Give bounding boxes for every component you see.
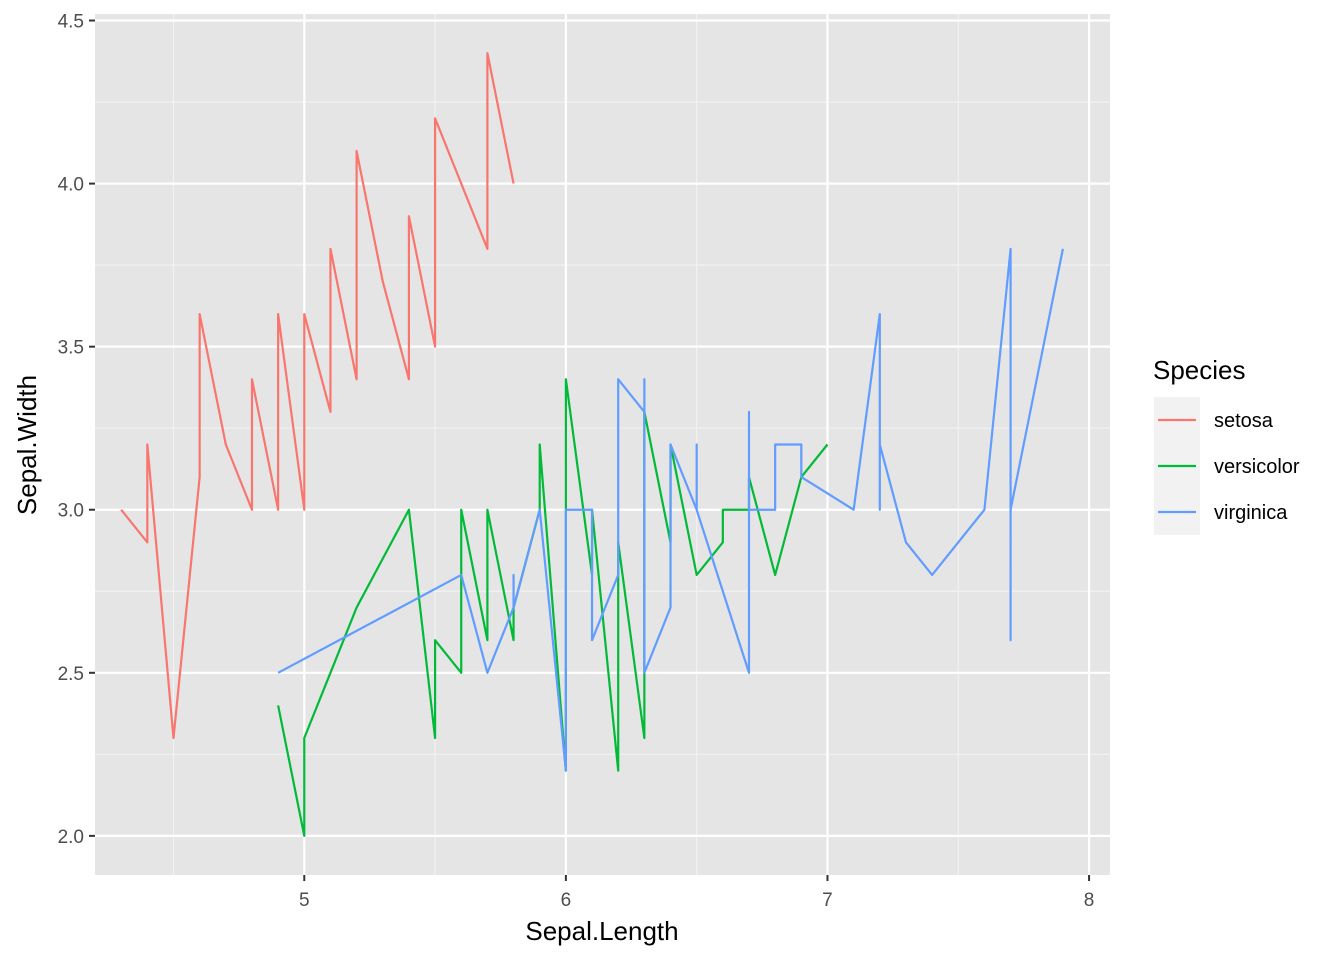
legend-label-setosa: setosa <box>1214 410 1274 432</box>
x-tick-label: 8 <box>1084 890 1095 911</box>
legend-title: Species <box>1153 355 1246 385</box>
y-tick-label: 3.5 <box>58 338 84 359</box>
legend-label-versicolor: versicolor <box>1214 456 1300 478</box>
y-tick-label: 3.0 <box>58 501 84 522</box>
x-tick-label: 5 <box>299 890 310 911</box>
legend-label-virginica: virginica <box>1214 502 1288 524</box>
x-tick-label: 7 <box>822 890 833 911</box>
series-lines <box>120 52 1064 837</box>
x-axis-title: Sepal.Length <box>525 916 678 946</box>
legend: Species setosa versicolor virginica <box>1153 355 1300 535</box>
x-axis: 5 6 7 8 <box>299 875 1094 911</box>
y-tick-label: 2.0 <box>58 827 84 848</box>
y-tick-label: 4.5 <box>58 12 84 33</box>
x-tick-label: 6 <box>561 890 572 911</box>
y-tick-label: 4.0 <box>58 175 84 196</box>
series-line-setosa <box>120 52 515 740</box>
y-axis-title: Sepal.Width <box>12 375 42 515</box>
series-line-versicolor <box>277 378 829 837</box>
y-axis: 2.0 2.5 3.0 3.5 4.0 4.5 <box>58 12 95 848</box>
series-line-virginica <box>277 247 1064 772</box>
y-tick-label: 2.5 <box>58 664 84 685</box>
